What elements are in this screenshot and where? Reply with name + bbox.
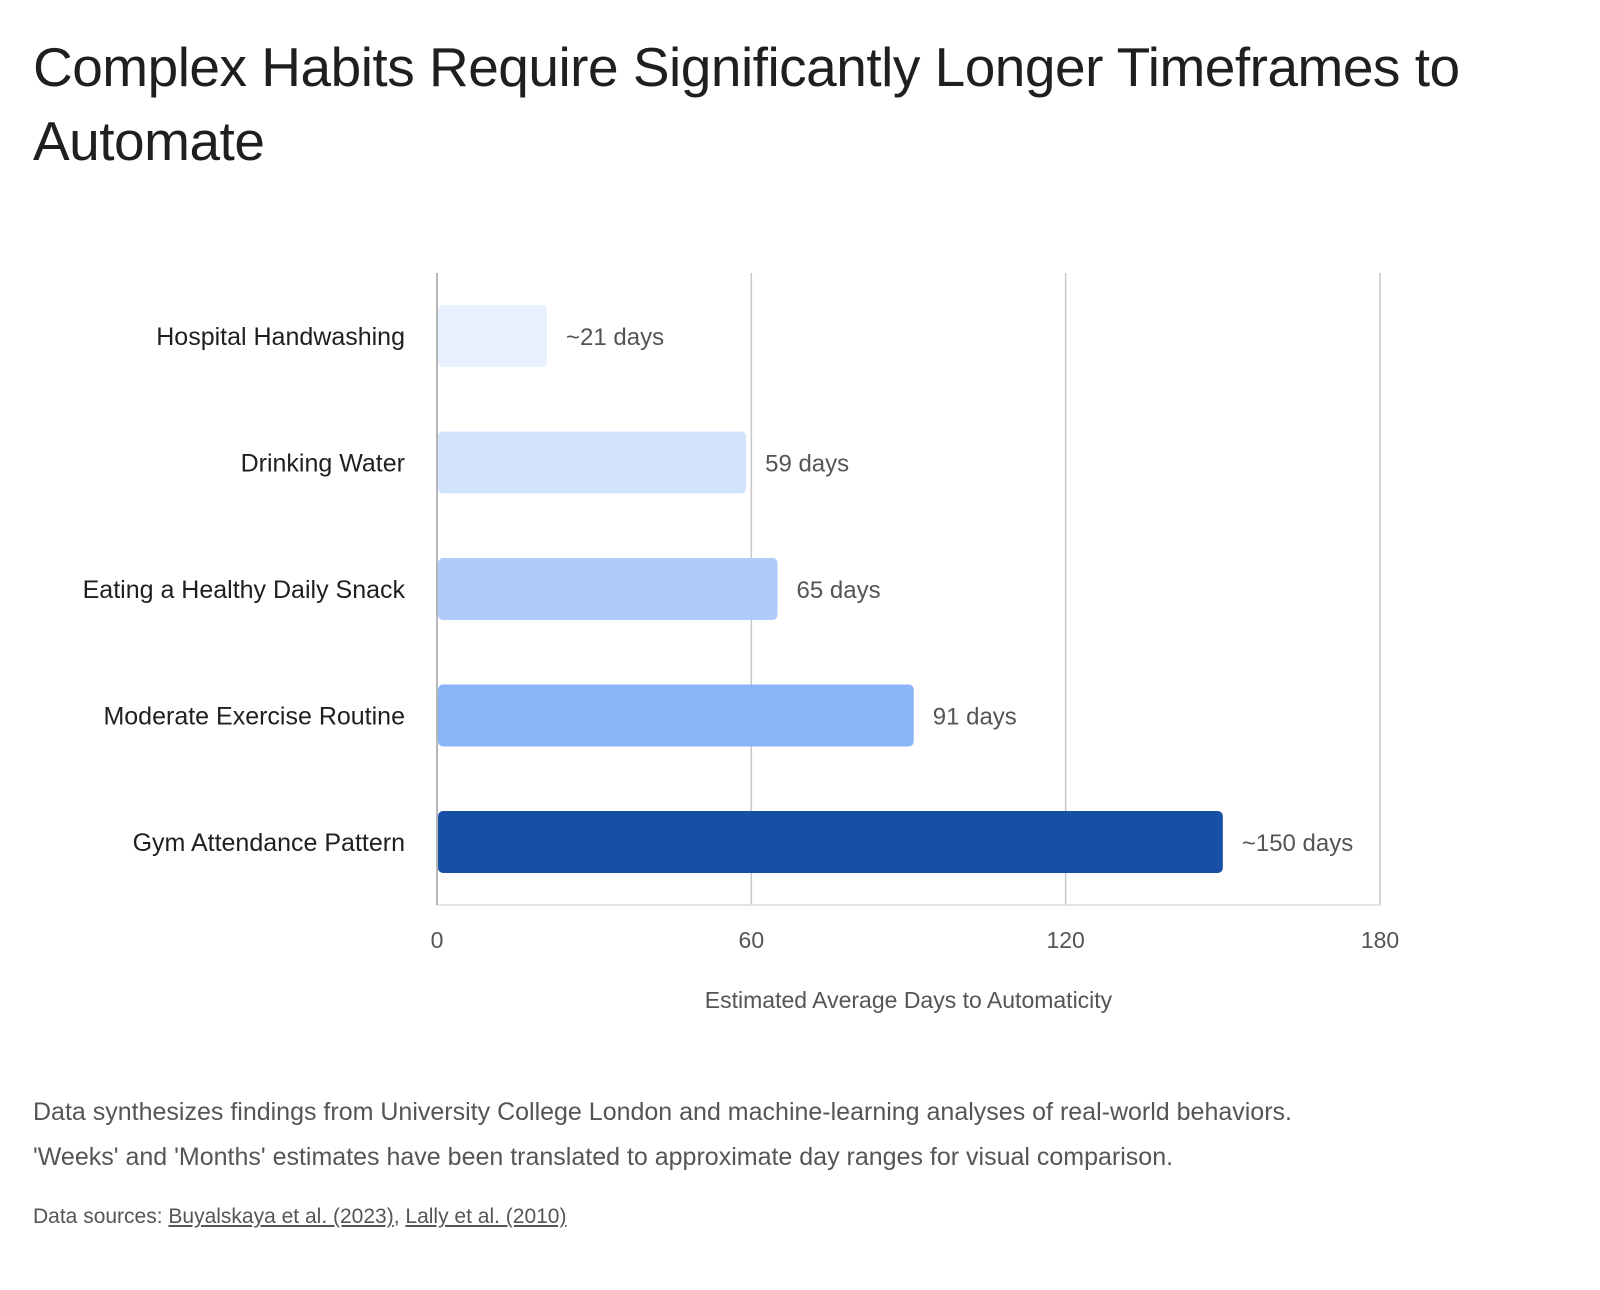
data-label: ~21 days (566, 324, 664, 351)
x-tick-label: 60 (739, 927, 765, 953)
x-axis-title: Estimated Average Days to Automaticity (705, 987, 1113, 1013)
sources-separator: , (393, 1205, 400, 1228)
source-link-lally[interactable]: Lally et al. (2010) (405, 1205, 567, 1228)
category-label: Gym Attendance Pattern (133, 829, 405, 857)
footnote-line-1: Data synthesizes findings from Universit… (33, 1098, 1292, 1126)
bar (438, 684, 914, 747)
bar (438, 431, 747, 494)
bar (438, 811, 1223, 873)
category-label: Drinking Water (241, 450, 405, 478)
data-sources: Data sources: Buyalskaya et al. (2023), … (33, 1202, 566, 1232)
data-label: ~150 days (1242, 830, 1353, 857)
x-tick-label: 180 (1361, 927, 1399, 953)
x-tick-label: 120 (1046, 927, 1084, 953)
sources-label: Data sources: (33, 1205, 163, 1228)
footnote: Data synthesizes findings from Universit… (33, 1090, 1573, 1180)
category-label: Hospital Handwashing (156, 323, 405, 351)
source-link-buyalskaya[interactable]: Buyalskaya et al. (2023) (168, 1205, 394, 1228)
bar-chart: 0 60 120 180 Hospital Handwashing ~21 days Dri… (83, 273, 1399, 1013)
data-label: 91 days (933, 704, 1017, 731)
bar (438, 305, 548, 367)
bar (438, 558, 778, 620)
data-label: 59 days (765, 451, 849, 478)
x-tick-label: 0 (431, 927, 444, 953)
category-label: Moderate Exercise Routine (103, 703, 405, 731)
footnote-line-2: 'Weeks' and 'Months' estimates have been… (33, 1143, 1174, 1171)
data-label: 65 days (797, 577, 881, 604)
chart-title: Complex Habits Require Significantly Lon… (33, 36, 1460, 172)
category-label: Eating a Healthy Daily Snack (83, 576, 406, 604)
